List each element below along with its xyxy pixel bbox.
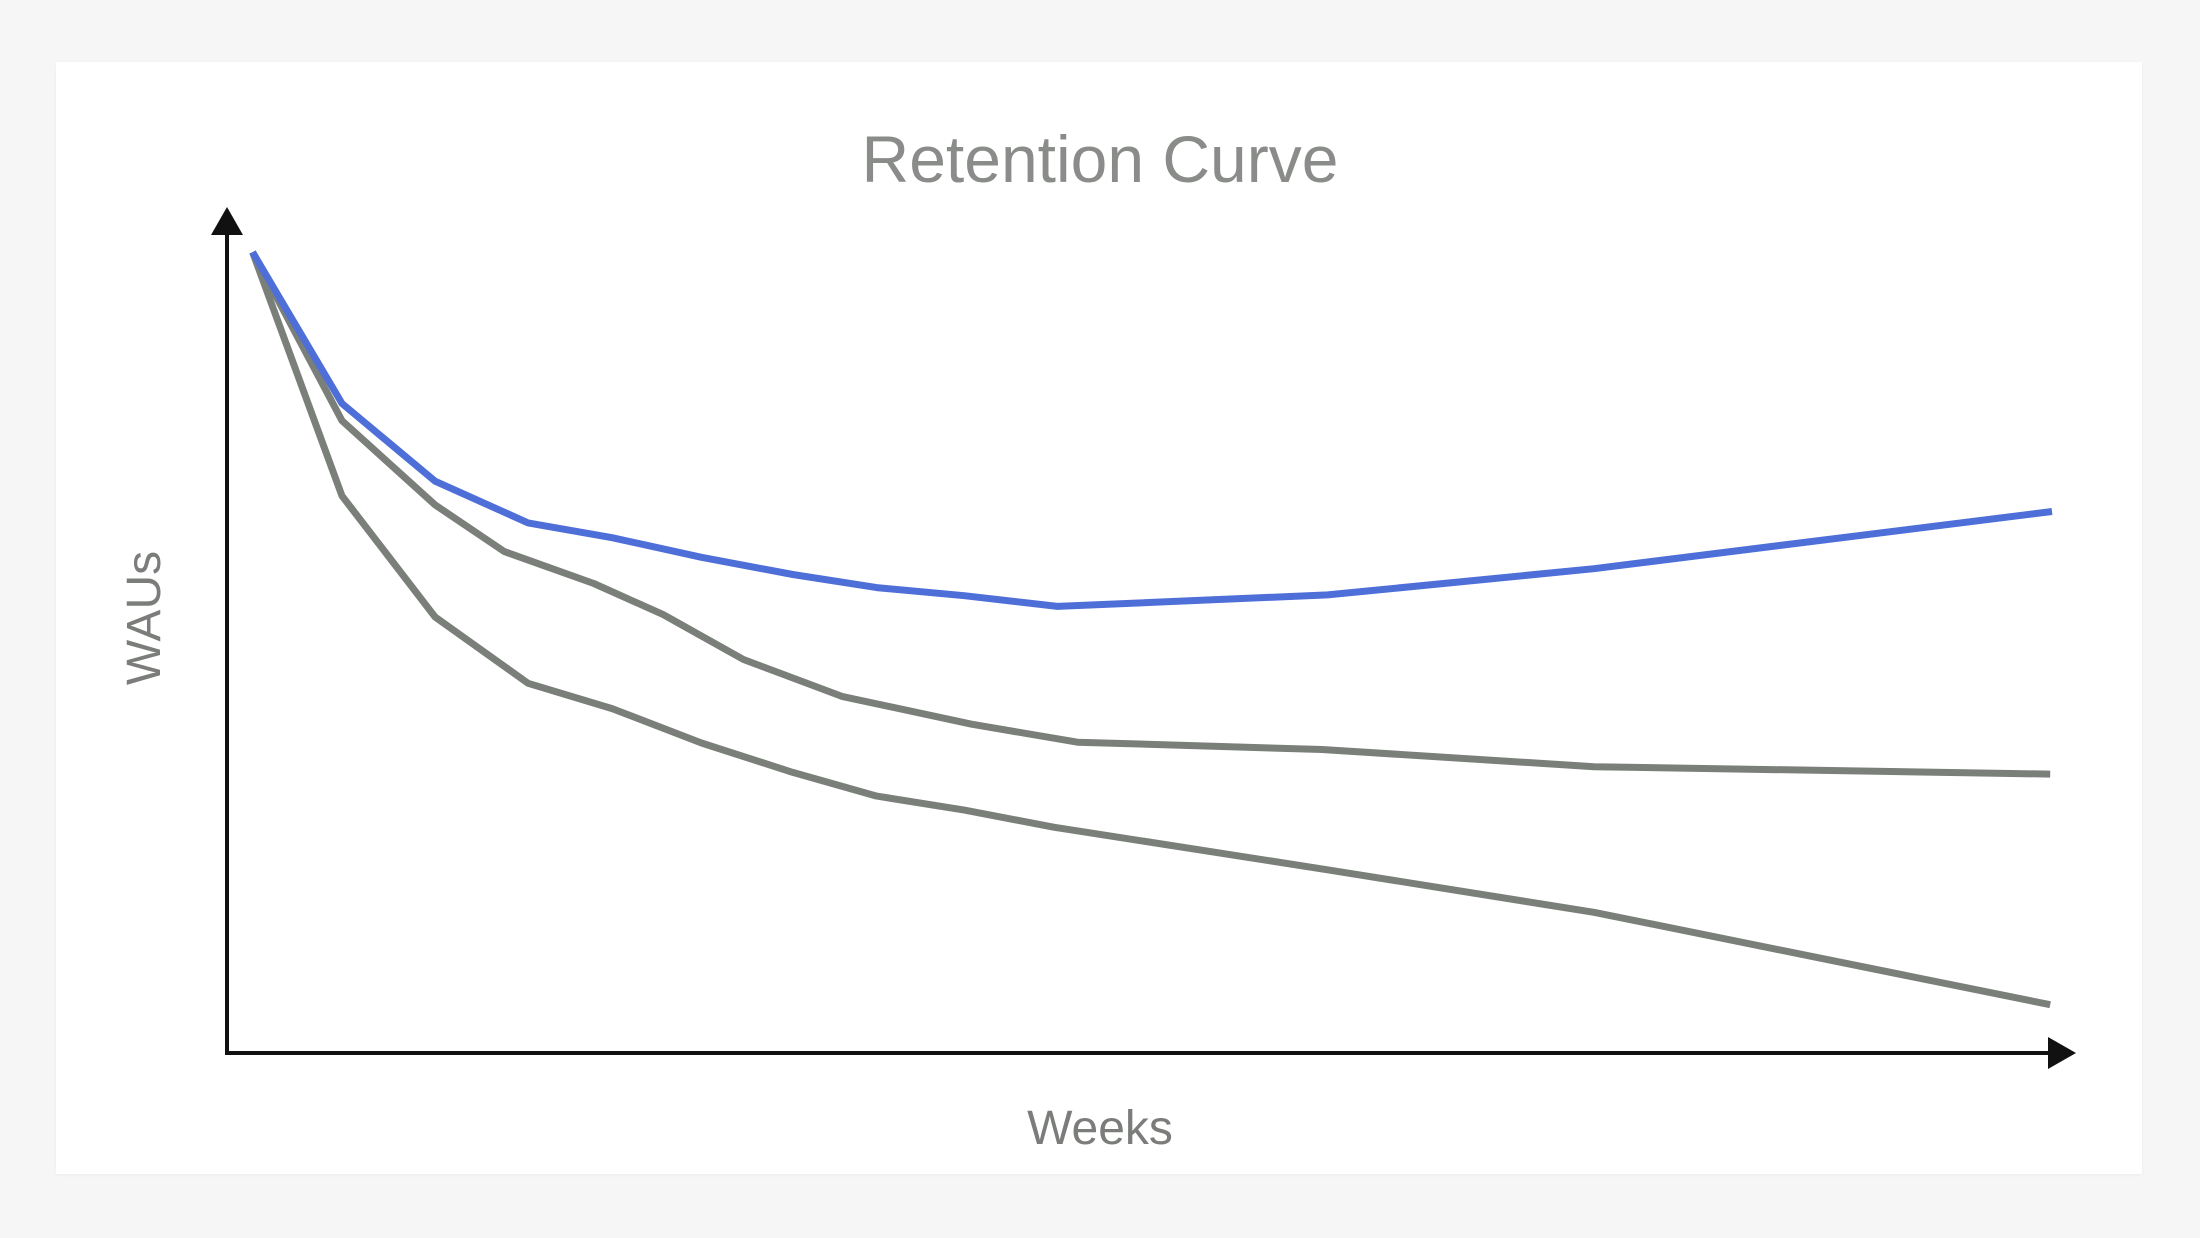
series-layer (249, 250, 2053, 1009)
chart-card (56, 62, 2142, 1174)
axes (211, 207, 2076, 1069)
y-axis-arrow-icon (211, 207, 243, 235)
x-axis-label: Weeks (1027, 1102, 1173, 1155)
chart-title: Retention Curve (862, 122, 1339, 196)
series-line-2 (249, 250, 2051, 778)
series-line-3 (249, 250, 2051, 1009)
x-axis-arrow-icon (2048, 1037, 2076, 1069)
y-axis-label: WAUs (118, 551, 171, 685)
series-line-1 (249, 250, 2053, 610)
